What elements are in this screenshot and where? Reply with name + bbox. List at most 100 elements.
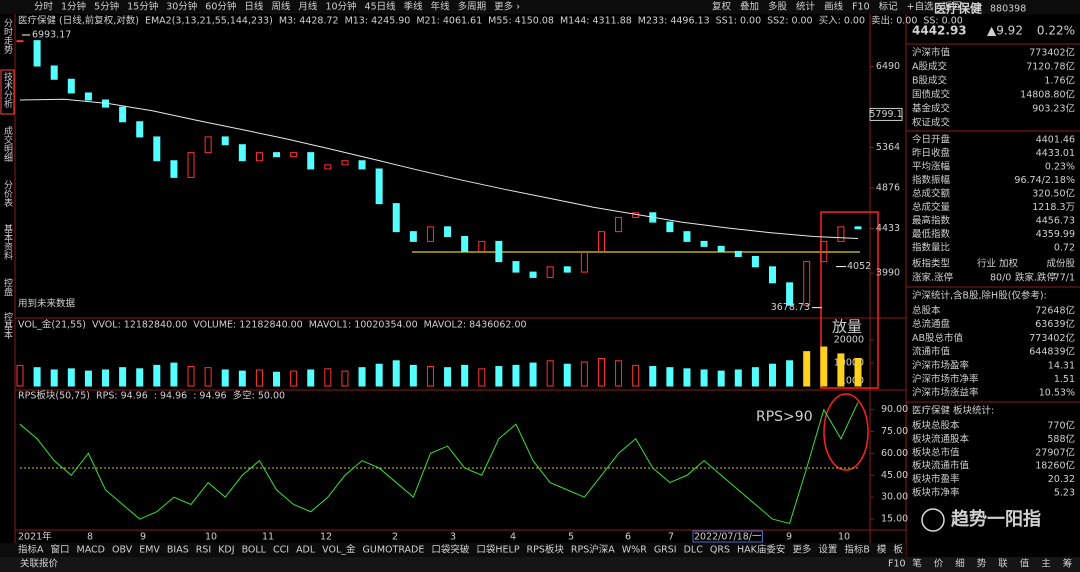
indicator-tab[interactable]: W%R [622, 545, 647, 556]
panel-value: 4401.46 [1036, 135, 1075, 146]
indicator-tab[interactable]: 窗口 [51, 544, 70, 556]
indicator-tab[interactable]: 口袋HELP [476, 544, 519, 556]
toolbar-button[interactable]: 日线 [244, 1, 264, 13]
toolbar-button[interactable]: 月线 [298, 1, 318, 13]
side-icon[interactable]: 细 [955, 558, 965, 570]
indicator-tab[interactable]: EMV [139, 545, 160, 556]
panel-option[interactable]: 行业 加权 [977, 258, 1019, 270]
indicator-tab[interactable]: KDJ [218, 545, 234, 556]
indicator-tab[interactable]: BIAS [167, 545, 189, 556]
indicator-tab[interactable]: BOLL [242, 545, 267, 556]
volume-bar [324, 368, 332, 387]
volume-bar [683, 368, 691, 387]
callout: 放量 [832, 318, 862, 336]
toolbar-button[interactable]: 标记 [879, 1, 899, 13]
x-tick-label: 12 [320, 532, 332, 543]
volume-bar [734, 369, 742, 387]
panel-value: 0.23% [1045, 162, 1075, 173]
y-tick-label: 30.00 [881, 492, 908, 503]
toolbar-button[interactable]: 叠加 [740, 2, 759, 13]
toolbar-button[interactable]: 分时 [34, 1, 54, 13]
volume-bar [102, 369, 110, 387]
toolbar-button[interactable]: 5分钟 [94, 1, 119, 13]
toolbar-button[interactable]: 周线 [271, 1, 291, 13]
side-tab[interactable]: 分时走势 [2, 18, 13, 55]
side-icon[interactable]: 笔 [912, 558, 922, 570]
indicator-value: MAVOL2: 8436062.00 [424, 320, 527, 331]
indicator-tab[interactable]: RSI [196, 545, 211, 556]
panel-label: 昨日收盘 [912, 147, 951, 159]
toolbar-button[interactable]: 统计 [796, 1, 816, 13]
panel-label: 板指类型 [912, 258, 951, 270]
indicator-tab[interactable]: OBV [112, 545, 133, 556]
indicator-tab[interactable]: GRSI [654, 545, 677, 556]
volume-bar [597, 358, 605, 387]
panel-label: 涨家.涨停 [912, 272, 954, 284]
toolbar-button[interactable]: +自选 [907, 1, 934, 13]
volume-bar [546, 360, 554, 387]
side-icon[interactable]: 筹 [1063, 558, 1073, 570]
side-icon[interactable]: 势 [977, 558, 987, 570]
x-tick-label: 9 [140, 532, 146, 543]
rps-line [19, 402, 859, 525]
volume-bar [495, 366, 503, 387]
indicator-tab[interactable]: RPS板块 [527, 544, 565, 556]
indicator-value: 医疗保健 (日线,前复权,对数) [18, 15, 139, 27]
indicator-tab[interactable]: ADL [296, 545, 316, 556]
indicator-tab[interactable]: MACD [77, 545, 105, 556]
side-icon[interactable]: 主 [1041, 558, 1051, 570]
volume-bar [136, 368, 144, 387]
panel-label: 最高指数 [912, 215, 951, 227]
toolbar-button[interactable]: 60分钟 [205, 1, 236, 13]
side-icon[interactable]: 值 [1020, 558, 1030, 570]
side-tab[interactable]: 技术分析 [2, 71, 13, 109]
indicator-tab[interactable]: 口袋突破 [431, 544, 470, 556]
toolbar-button[interactable]: 返回 [943, 1, 962, 13]
toolbar-button[interactable]: 年线 [431, 1, 451, 13]
panel-label: 沪深市场涨益率 [912, 387, 979, 399]
candle [426, 226, 434, 242]
panel-option[interactable]: 成份股 [1046, 258, 1075, 270]
candle [820, 240, 828, 263]
toolbar-button[interactable]: 季线 [404, 1, 424, 13]
indicator-tab[interactable]: 指标B [844, 544, 870, 556]
toolbar-button[interactable]: 多股 [768, 1, 788, 13]
toolbar-button[interactable]: F10 [852, 2, 870, 13]
panel-label: 总成交额 [912, 188, 951, 200]
panel-value: 0.72 [1054, 243, 1075, 254]
indicator-tab[interactable]: 指标A [18, 544, 44, 556]
candle [529, 271, 537, 278]
highlight-ellipse [823, 393, 869, 471]
side-tab[interactable]: 分价表 [2, 180, 13, 208]
toolbar-button[interactable]: 更多 › [494, 1, 520, 13]
indicator-tab[interactable]: HAK庙委安 [737, 544, 785, 556]
y-tick-label: 75.00 [881, 426, 908, 437]
indicator-tab[interactable]: GUMOTRADE [363, 545, 425, 556]
side-tab[interactable]: 控基本 [2, 311, 13, 340]
side-icon[interactable]: 联 [998, 559, 1008, 570]
indicator-tab[interactable]: QRS [710, 545, 730, 556]
toolbar-button[interactable]: 画线 [824, 1, 844, 13]
side-tab[interactable]: 基本资料 [2, 223, 13, 261]
toolbar-button[interactable]: 1分钟 [61, 1, 86, 13]
side-tab[interactable]: 成交明细 [2, 125, 13, 162]
indicator-tab[interactable]: 更多 [792, 544, 811, 556]
side-tab[interactable]: 控盘 [2, 277, 13, 296]
indicator-tab[interactable]: VOL_金 [322, 544, 356, 556]
indicator-tab[interactable]: 板 [893, 544, 903, 556]
indicator-tab[interactable]: 模 [877, 544, 887, 556]
toolbar-button[interactable]: 15分钟 [127, 1, 158, 13]
toolbar-button[interactable]: 30分钟 [166, 1, 197, 13]
side-icon[interactable]: 价 [934, 559, 944, 570]
toolbar-button[interactable]: 10分钟 [325, 1, 356, 13]
indicator-tab[interactable]: 设置 [818, 545, 837, 556]
toolbar-button[interactable]: 45日线 [365, 1, 397, 13]
indicator-tab[interactable]: CCI [273, 545, 289, 556]
toolbar-button[interactable]: 复权 [712, 1, 732, 13]
indicator-tab[interactable]: DLC [684, 545, 704, 556]
panel-label: 国债成交 [912, 89, 951, 101]
panel-value: 80/0 [990, 273, 1011, 284]
toolbar-button[interactable]: 多周期 [458, 1, 487, 13]
x-tick-label: 2021年 [18, 531, 52, 543]
indicator-tab[interactable]: RPS沪深A [571, 544, 615, 556]
